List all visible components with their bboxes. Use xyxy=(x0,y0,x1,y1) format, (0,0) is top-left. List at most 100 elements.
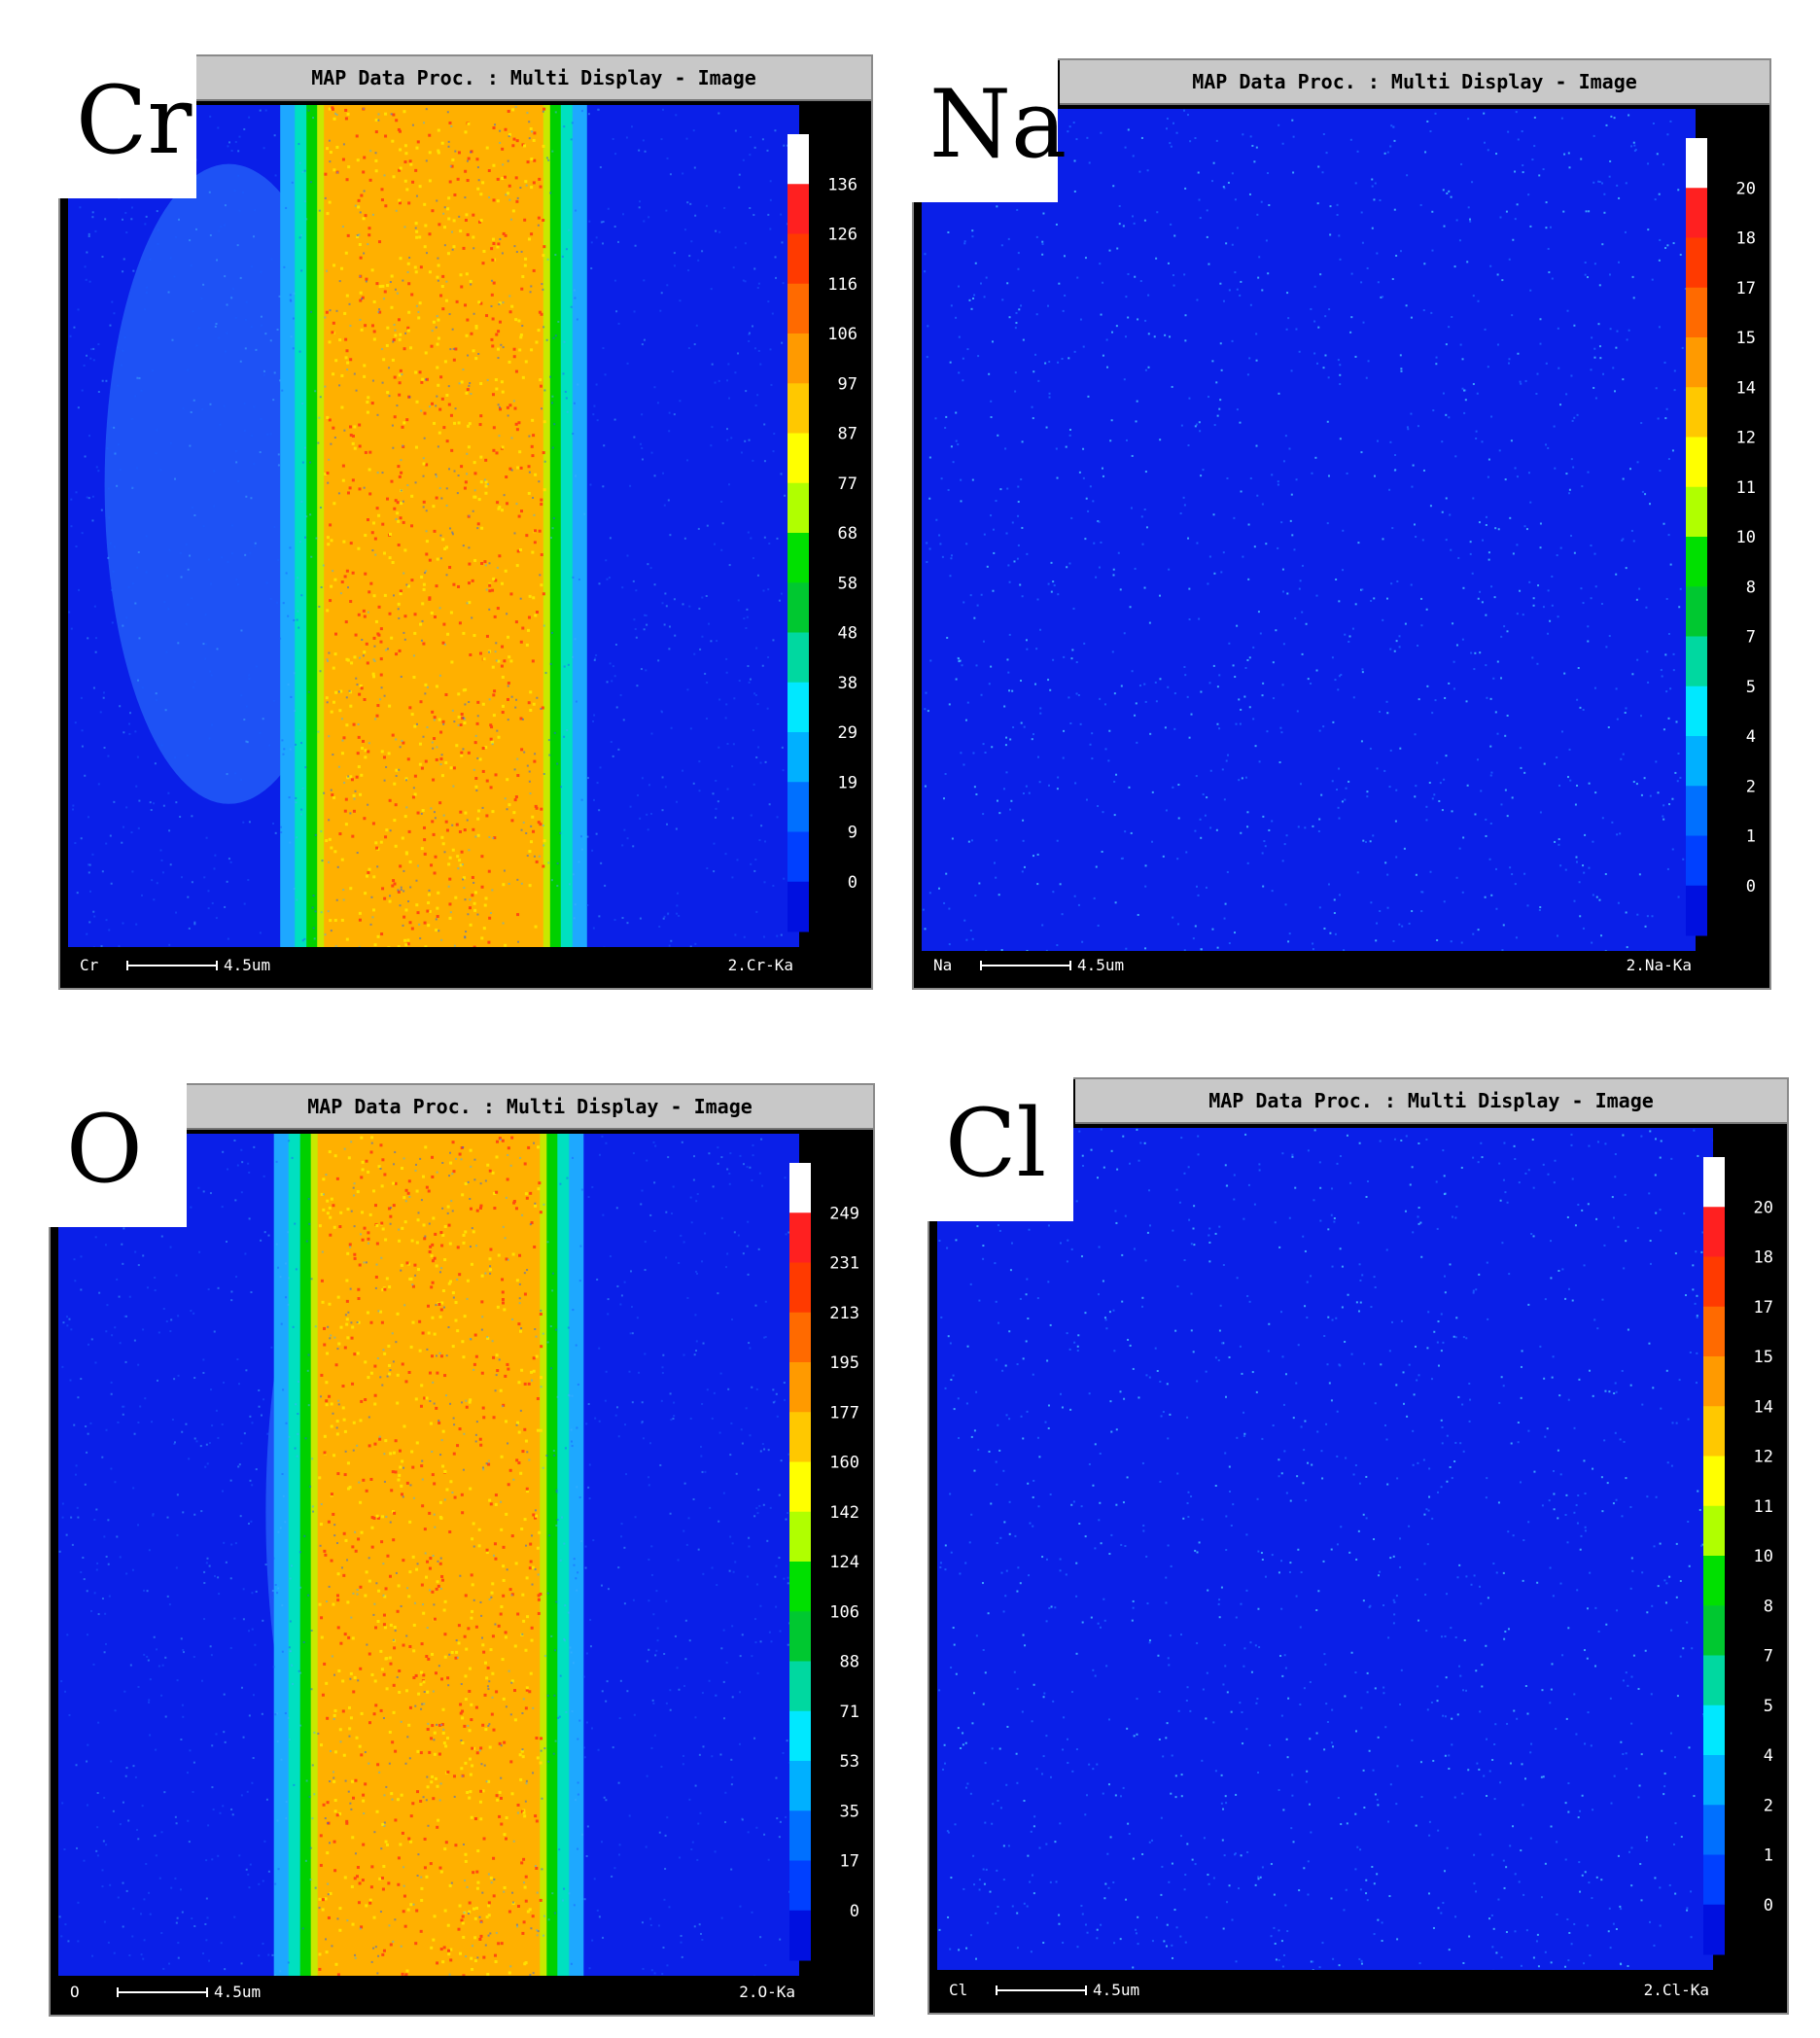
map-noise-pixel xyxy=(178,218,181,221)
map-noise-pixel xyxy=(414,1704,417,1707)
map-noise-pixel xyxy=(439,534,442,537)
map-speckle xyxy=(409,1345,413,1349)
map-noise-pixel xyxy=(713,870,716,873)
map-noise-pixel xyxy=(595,653,598,656)
map-speckle xyxy=(397,544,401,547)
map-noise-pixel xyxy=(436,199,438,202)
map-speckle xyxy=(349,358,353,362)
map-noise-pixel xyxy=(450,124,453,127)
map-speckle xyxy=(428,597,432,601)
map-noise-pixel xyxy=(1127,272,1130,275)
map-noise-pixel xyxy=(1183,665,1186,668)
map-noise-pixel xyxy=(289,294,292,297)
map-speckle xyxy=(484,1728,488,1732)
map-noise-pixel xyxy=(371,549,374,552)
map-noise-pixel xyxy=(1241,777,1243,780)
map-speckle xyxy=(366,401,369,404)
map-noise-pixel xyxy=(1649,503,1652,506)
map-noise-pixel xyxy=(1542,606,1545,609)
map-speckle xyxy=(505,1512,508,1516)
map-noise-pixel xyxy=(928,456,931,459)
map-speckle xyxy=(486,1336,490,1340)
map-noise-pixel xyxy=(755,647,758,650)
elemental-map-o xyxy=(58,1134,799,1976)
map-speckle xyxy=(433,737,437,741)
map-speckle xyxy=(397,465,401,469)
map-noise-pixel xyxy=(318,209,321,212)
map-speckle xyxy=(426,1785,430,1789)
map-speckle xyxy=(478,651,482,655)
map-noise-pixel xyxy=(1471,181,1474,184)
map-noise-pixel xyxy=(1339,438,1342,440)
map-speckle xyxy=(399,516,402,520)
map-noise-pixel xyxy=(986,565,989,568)
map-noise-pixel xyxy=(1411,485,1414,488)
map-noise-pixel xyxy=(1464,389,1467,392)
map-noise-pixel xyxy=(70,498,73,501)
map-noise-pixel xyxy=(467,913,470,916)
map-noise-pixel xyxy=(1608,635,1611,638)
map-noise-pixel xyxy=(193,923,196,926)
map-speckle xyxy=(479,1204,483,1208)
map-noise-pixel xyxy=(1084,257,1087,260)
map-noise-pixel xyxy=(1294,616,1297,619)
map-speckle xyxy=(490,247,494,251)
map-speckle xyxy=(503,175,507,179)
map-speckle xyxy=(325,310,329,314)
map-noise-pixel xyxy=(1301,564,1304,567)
map-noise-pixel xyxy=(1277,483,1279,486)
map-noise-pixel xyxy=(540,707,542,710)
map-speckle xyxy=(471,1764,474,1768)
map-noise-pixel xyxy=(425,108,428,111)
map-noise-pixel xyxy=(1169,335,1172,338)
map-noise-pixel xyxy=(760,825,763,827)
map-noise-pixel xyxy=(415,304,418,307)
map-noise-pixel xyxy=(116,346,119,349)
map-speckle xyxy=(411,1802,415,1806)
map-noise-pixel xyxy=(414,1169,417,1172)
map-noise-pixel xyxy=(114,452,117,455)
map-noise-pixel xyxy=(72,804,75,807)
map-noise-pixel xyxy=(501,1405,504,1408)
map-noise-pixel xyxy=(451,824,454,826)
map-noise-pixel xyxy=(230,1808,233,1810)
map-noise-pixel xyxy=(784,1398,787,1401)
colorbar-step xyxy=(1686,736,1707,787)
map-noise-pixel xyxy=(1323,927,1326,930)
map-speckle xyxy=(521,1450,525,1454)
map-speckle xyxy=(403,160,407,164)
map-speckle xyxy=(449,1958,453,1962)
map-noise-pixel xyxy=(1393,139,1396,142)
map-noise-pixel xyxy=(1441,809,1444,812)
map-speckle xyxy=(398,129,402,133)
map-noise-pixel xyxy=(282,1494,285,1497)
map-noise-pixel xyxy=(1345,787,1348,790)
map-noise-pixel xyxy=(1658,193,1661,195)
map-noise-pixel xyxy=(927,325,929,328)
map-speckle xyxy=(336,1973,340,1976)
map-noise-pixel xyxy=(964,719,967,721)
map-speckle xyxy=(399,592,402,596)
map-speckle xyxy=(408,159,412,163)
map-speckle xyxy=(353,655,357,659)
map-window-o: MAP Data Proc. : Multi Display - Image 2… xyxy=(49,1083,875,2017)
map-noise-pixel xyxy=(1443,778,1446,781)
map-noise-pixel xyxy=(78,588,81,591)
map-noise-pixel xyxy=(1455,644,1458,647)
map-speckle xyxy=(393,415,397,419)
map-noise-pixel xyxy=(729,1535,732,1538)
map-noise-pixel xyxy=(588,1967,591,1970)
map-noise-pixel xyxy=(456,492,459,495)
map-noise-pixel xyxy=(395,209,398,212)
map-noise-pixel xyxy=(1412,464,1415,467)
map-noise-pixel xyxy=(788,1453,790,1456)
map-noise-pixel xyxy=(305,515,308,518)
map-noise-pixel xyxy=(1452,687,1455,690)
map-noise-pixel xyxy=(1208,263,1210,265)
map-speckle xyxy=(510,819,514,823)
map-speckle xyxy=(504,1635,508,1639)
colorbar-step xyxy=(788,184,809,234)
map-noise-pixel xyxy=(1087,510,1090,512)
map-speckle xyxy=(371,1189,375,1193)
map-speckle xyxy=(410,1239,414,1243)
